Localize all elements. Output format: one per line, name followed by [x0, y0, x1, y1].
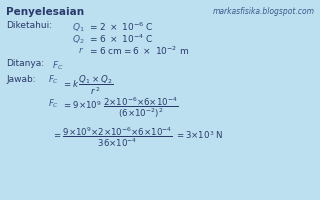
- Text: $= 6\ \times\ 10^{-4}\ \mathrm{C}$: $= 6\ \times\ 10^{-4}\ \mathrm{C}$: [88, 33, 154, 45]
- Text: $= 2\ \times\ 10^{-6}\ \mathrm{C}$: $= 2\ \times\ 10^{-6}\ \mathrm{C}$: [88, 21, 154, 33]
- Text: $F_C$: $F_C$: [48, 74, 59, 86]
- Text: markasfisika.blogspot.com: markasfisika.blogspot.com: [213, 7, 315, 16]
- Text: $Q_1$: $Q_1$: [72, 21, 84, 33]
- Text: $= 9{\times}10^{9}\ \dfrac{2{\times}10^{-6}{\times}6{\times}10^{-4}}{(6{\times}1: $= 9{\times}10^{9}\ \dfrac{2{\times}10^{…: [62, 96, 178, 120]
- Text: $= k\,\dfrac{Q_1 \times Q_2}{r^2}$: $= k\,\dfrac{Q_1 \times Q_2}{r^2}$: [62, 73, 113, 97]
- Text: $F_C$: $F_C$: [52, 59, 64, 72]
- Text: $F_C$: $F_C$: [48, 97, 59, 110]
- Text: $Q_2$: $Q_2$: [72, 33, 84, 46]
- Text: $= \dfrac{9{\times}10^{9}{\times}2{\times}10^{-6}{\times}6{\times}10^{-4}}{36{\t: $= \dfrac{9{\times}10^{9}{\times}2{\time…: [52, 126, 224, 149]
- Text: Jawab:: Jawab:: [6, 75, 36, 84]
- Text: Ditanya:: Ditanya:: [6, 59, 44, 68]
- Text: Penyelesaian: Penyelesaian: [6, 7, 84, 17]
- Text: $r$: $r$: [78, 45, 84, 55]
- Text: $= 6\ \mathrm{cm} = 6\ \times\ 10^{-2}\ \mathrm{m}$: $= 6\ \mathrm{cm} = 6\ \times\ 10^{-2}\ …: [88, 45, 189, 57]
- Text: Diketahui:: Diketahui:: [6, 21, 52, 30]
